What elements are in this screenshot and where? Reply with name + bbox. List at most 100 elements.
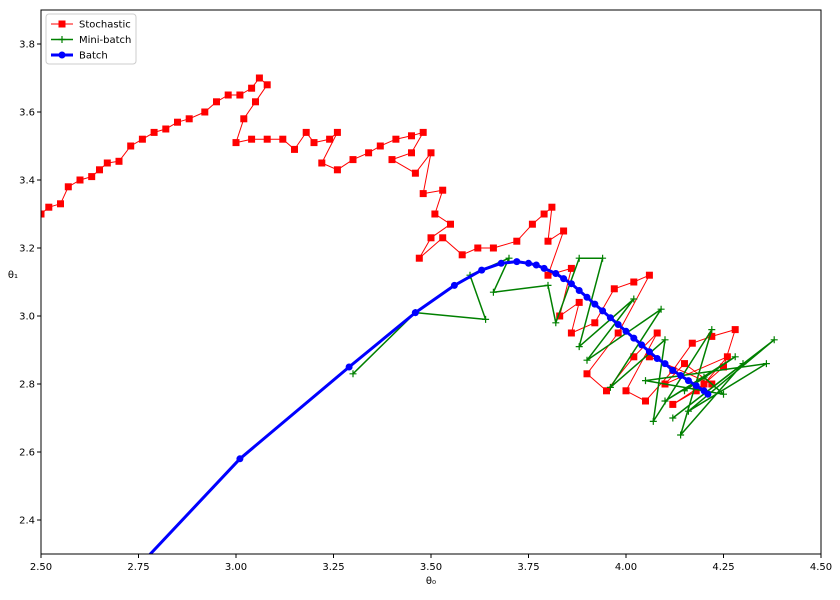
data-point bbox=[645, 271, 653, 279]
data-point bbox=[528, 220, 536, 228]
data-point bbox=[669, 400, 677, 408]
data-point bbox=[236, 91, 244, 99]
data-point bbox=[248, 84, 256, 92]
legend: Stochastic Mini-batch Batch bbox=[45, 13, 137, 65]
data-point bbox=[431, 210, 439, 218]
data-point bbox=[567, 264, 575, 272]
data-point bbox=[64, 183, 72, 191]
data-point bbox=[630, 278, 638, 286]
x-tick-label: 3.50 bbox=[420, 562, 442, 573]
data-point bbox=[642, 377, 649, 385]
legend-box bbox=[45, 13, 137, 65]
data-point bbox=[213, 98, 220, 106]
data-point bbox=[681, 387, 688, 395]
data-point bbox=[583, 370, 591, 378]
y-tick-label: 3.0 bbox=[19, 312, 35, 323]
data-point bbox=[411, 309, 419, 317]
data-point bbox=[427, 149, 435, 157]
data-point bbox=[661, 360, 669, 368]
data-point bbox=[127, 142, 135, 150]
data-point bbox=[447, 220, 454, 228]
legend-label: Mini-batch bbox=[79, 35, 131, 46]
data-point bbox=[630, 334, 638, 342]
data-point bbox=[649, 417, 657, 425]
data-point bbox=[279, 135, 287, 143]
data-point bbox=[458, 251, 466, 259]
data-point bbox=[700, 380, 708, 388]
data-point bbox=[201, 108, 209, 116]
data-point bbox=[645, 353, 653, 361]
data-point bbox=[489, 288, 497, 296]
data-point bbox=[614, 321, 622, 328]
y-tick-label: 2.4 bbox=[19, 516, 35, 527]
data-point bbox=[376, 142, 384, 150]
data-point bbox=[661, 397, 669, 405]
data-point bbox=[606, 383, 614, 391]
data-point bbox=[525, 259, 532, 267]
data-point bbox=[41, 210, 45, 218]
data-point bbox=[103, 159, 111, 167]
data-point bbox=[657, 305, 665, 313]
data-point bbox=[704, 390, 712, 398]
plot-frame bbox=[40, 9, 822, 555]
legend-marker bbox=[58, 20, 66, 28]
data-point bbox=[482, 315, 490, 323]
data-point bbox=[318, 159, 326, 167]
series-line bbox=[352, 257, 775, 436]
data-point bbox=[162, 125, 170, 133]
data-point bbox=[731, 353, 739, 361]
data-point bbox=[45, 203, 53, 211]
data-point bbox=[661, 336, 669, 344]
data-point bbox=[622, 327, 630, 335]
data-point bbox=[606, 314, 614, 322]
data-point bbox=[591, 300, 599, 308]
data-point bbox=[653, 329, 661, 337]
data-point bbox=[419, 190, 427, 198]
data-point bbox=[560, 227, 568, 235]
data-point bbox=[57, 200, 64, 208]
data-point bbox=[497, 259, 505, 267]
y-tick-label: 3.2 bbox=[19, 244, 35, 255]
data-point bbox=[349, 370, 357, 378]
data-point bbox=[677, 372, 685, 379]
data-point bbox=[540, 210, 548, 218]
x-tick-label: 3.25 bbox=[322, 562, 344, 573]
data-point bbox=[333, 128, 341, 136]
data-point bbox=[415, 254, 423, 262]
data-point bbox=[731, 326, 739, 334]
legend-label: Stochastic bbox=[79, 20, 131, 31]
data-point bbox=[583, 356, 591, 364]
data-point bbox=[76, 176, 84, 184]
data-point bbox=[708, 332, 716, 340]
data-point bbox=[567, 329, 575, 337]
data-point bbox=[575, 298, 583, 306]
data-point bbox=[392, 135, 400, 143]
data-point bbox=[669, 414, 677, 422]
x-axis-label: θ₀ bbox=[426, 576, 436, 587]
data-point bbox=[739, 360, 747, 368]
data-point bbox=[489, 244, 497, 252]
data-point bbox=[174, 118, 181, 126]
series-line bbox=[148, 260, 709, 554]
legend-marker bbox=[58, 51, 66, 59]
data-point bbox=[439, 234, 447, 242]
x-tick-label: 4.50 bbox=[810, 562, 832, 573]
data-point bbox=[720, 390, 727, 398]
data-point bbox=[556, 312, 564, 320]
y-tick-label: 2.8 bbox=[19, 380, 35, 391]
data-point bbox=[333, 166, 341, 174]
data-point bbox=[540, 264, 548, 272]
data-point bbox=[478, 266, 486, 274]
data-point bbox=[567, 280, 575, 288]
data-point bbox=[505, 254, 513, 262]
data-point bbox=[770, 336, 778, 344]
data-point bbox=[622, 387, 630, 395]
data-point bbox=[684, 407, 692, 415]
data-point bbox=[232, 139, 240, 147]
data-point bbox=[630, 353, 638, 361]
data-point bbox=[248, 135, 256, 143]
data-point bbox=[150, 128, 158, 136]
data-point bbox=[669, 366, 677, 374]
data-point bbox=[653, 355, 661, 362]
data-point bbox=[599, 307, 607, 315]
